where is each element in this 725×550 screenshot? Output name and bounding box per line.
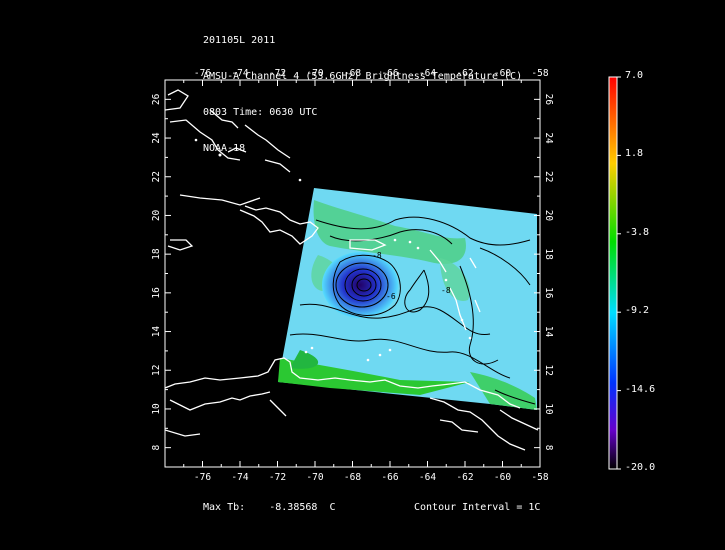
lat-tick-label-left: 20	[151, 209, 162, 221]
lat-tick-label-right: 12	[543, 365, 554, 376]
lon-tick-label-top: -60	[494, 68, 511, 79]
colorbar-label: -3.8	[625, 226, 650, 238]
lon-tick-label-bottom: -64	[419, 472, 436, 483]
lat-tick-label-left: 8	[151, 445, 162, 451]
lat-tick-label-left: 22	[151, 171, 162, 182]
lon-tick-label-top: -72	[269, 68, 286, 79]
lon-tick-label-bottom: -66	[381, 472, 398, 483]
lat-tick-label-right: 10	[543, 403, 554, 415]
header-time: 0803 Time: 0630 UTC	[203, 107, 318, 118]
max-tb-value: -8.38568	[269, 502, 318, 513]
lat-tick-label-left: 18	[151, 248, 162, 260]
colorbar-label: 1.8	[625, 148, 644, 160]
island-dots	[194, 138, 472, 362]
lat-tick-label-right: 24	[543, 132, 554, 144]
contour-label: -8	[441, 286, 451, 295]
contour-label: -6	[386, 292, 396, 301]
lon-tick-label-top: -76	[194, 68, 211, 79]
brightness-swath	[278, 188, 537, 410]
lon-tick-label-top: -58	[531, 68, 548, 79]
header-storm-id: 201105L 2011	[203, 35, 276, 46]
lon-tick-label-bottom: -68	[344, 472, 361, 483]
lon-tick-label-bottom: -60	[494, 472, 511, 483]
lon-tick-label-bottom: -58	[531, 472, 548, 483]
lat-tick-label-right: 22	[543, 171, 554, 182]
lat-tick-label-right: 18	[543, 248, 554, 260]
max-tb-label: Max Tb:	[203, 502, 246, 513]
colorbar-label: 7.0	[625, 70, 644, 81]
header-product: AMSU-A Channel 4 (53.6GHz) Brightness Te…	[203, 71, 523, 82]
max-tb-unit: C	[329, 502, 336, 513]
lon-tick-label-top: -66	[381, 68, 398, 79]
lon-tick-label-bottom: -70	[306, 472, 323, 483]
header-satellite: NOAA-18	[203, 143, 246, 154]
contour-interval: Contour Interval = 1C	[414, 502, 541, 513]
tick-marks	[164, 79, 541, 468]
contour-labels: -8 -6 -8	[372, 251, 451, 301]
coastlines	[165, 89, 539, 451]
lat-tick-label-left: 14	[151, 326, 162, 338]
footer-max-tb: Max Tb: -8.38568 C	[203, 502, 336, 513]
lon-tick-label-top: -68	[344, 68, 361, 79]
lat-tick-label-left: 12	[151, 365, 162, 376]
lat-tick-label-right: 8	[543, 445, 554, 451]
header: 201105L 2011 AMSU-A Channel 4 (53.6GHz) …	[203, 11, 522, 167]
lat-tick-label-right: 16	[543, 287, 554, 299]
lat-tick-label-right: 20	[543, 210, 554, 222]
colorbar-label: -20.0	[625, 462, 656, 473]
colorbar-label: -14.6	[625, 383, 656, 395]
lat-tick-label-right: 26	[543, 94, 554, 106]
lat-tick-label-right: 14	[543, 326, 554, 338]
lon-tick-label-top: -64	[419, 68, 436, 79]
lon-tick-label-top: -62	[456, 68, 473, 79]
lat-tick-label-left: 10	[151, 403, 162, 415]
contour-label: -8	[372, 251, 382, 260]
lat-tick-label-left: 26	[151, 93, 162, 105]
lon-tick-label-bottom: -72	[269, 472, 286, 483]
tick-labels: -76-76-74-74-72-72-70-70-68-68-66-66-64-…	[151, 68, 554, 483]
lat-tick-label-left: 16	[151, 287, 162, 299]
colorbar-label: -9.2	[625, 305, 650, 317]
lat-tick-label-left: 24	[151, 132, 162, 144]
lon-tick-label-top: -74	[231, 68, 248, 79]
lon-tick-label-bottom: -76	[194, 472, 211, 483]
colorbar	[608, 76, 618, 470]
lon-tick-label-bottom: -62	[456, 472, 473, 483]
lon-tick-label-bottom: -74	[231, 472, 248, 483]
colorbar-ticks	[617, 76, 621, 470]
lon-tick-label-top: -70	[306, 68, 323, 79]
